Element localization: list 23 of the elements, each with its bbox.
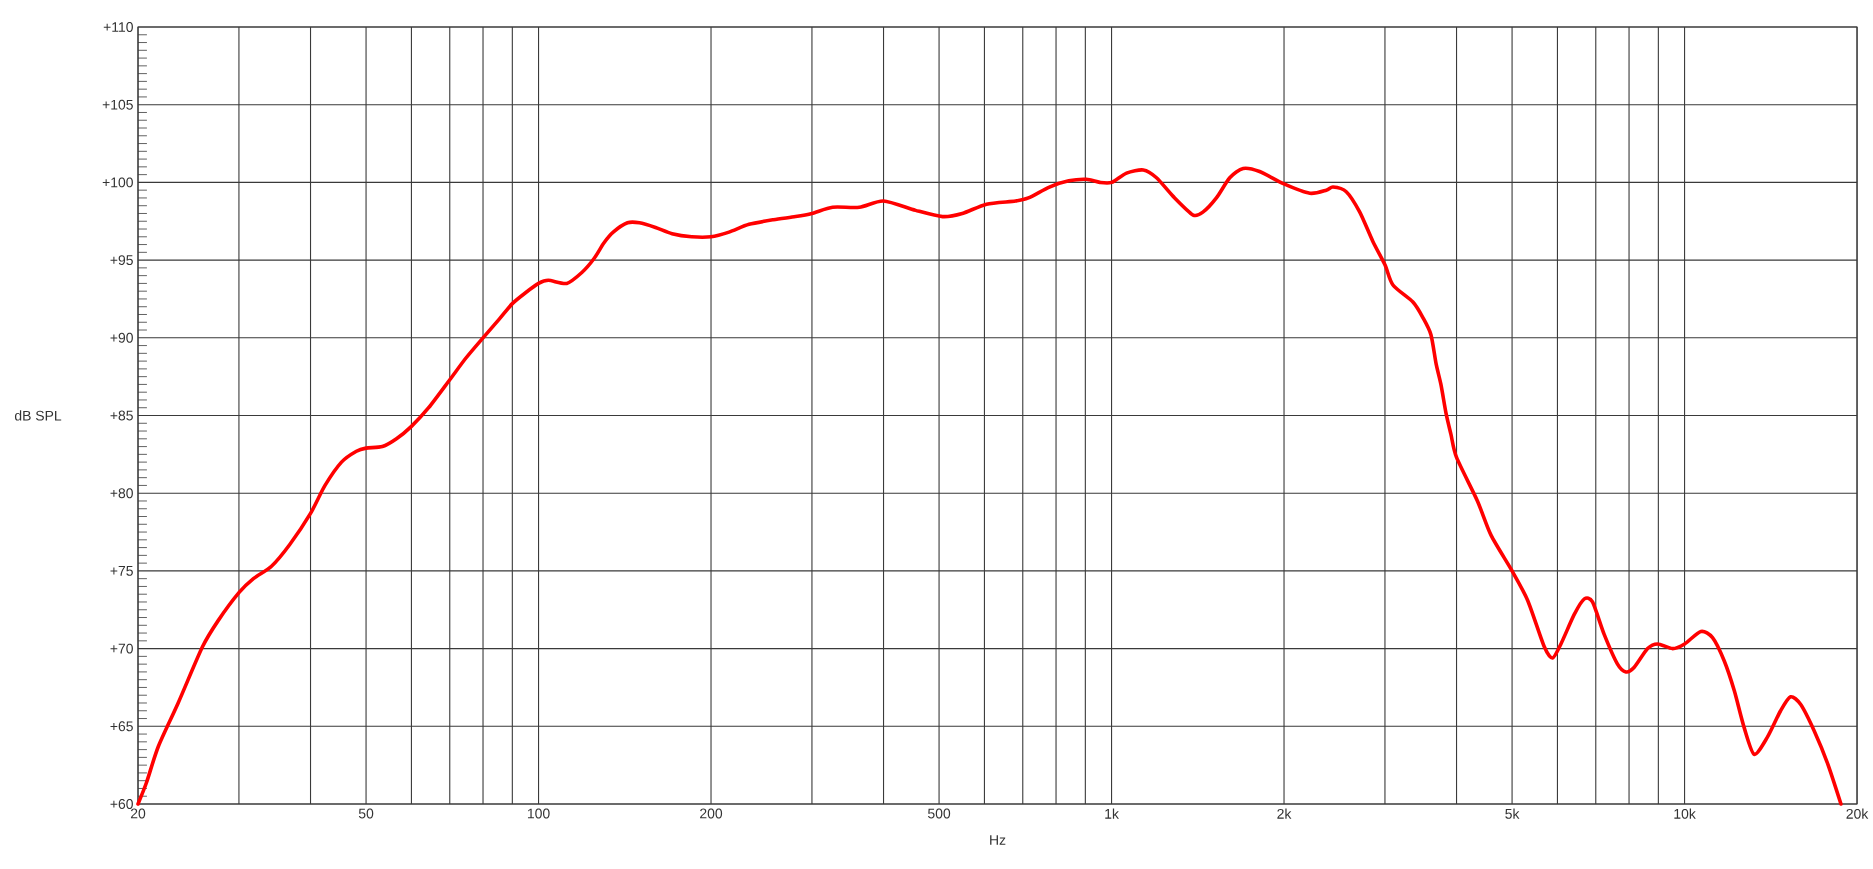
x-axis-title: Hz — [990, 835, 1006, 845]
y-tick-label: +90 — [110, 332, 133, 343]
y-tick-label: +60 — [110, 799, 133, 809]
y-tick-label: +95 — [110, 255, 133, 266]
x-tick-label: 20 — [130, 808, 146, 819]
x-tick-label: 10k — [1674, 808, 1696, 819]
x-tick-label: 500 — [927, 808, 951, 819]
y-tick-label: +80 — [110, 488, 133, 499]
x-tick-label: 100 — [527, 808, 550, 819]
y-tick-label: +75 — [110, 566, 133, 576]
y-tick-label: +70 — [110, 643, 133, 654]
y-tick-label: +100 — [102, 177, 133, 188]
y-tick-label: +110 — [103, 22, 133, 32]
x-tick-label: 20k — [1846, 808, 1869, 819]
y-tick-label: +105 — [102, 99, 133, 110]
x-tick-label: 200 — [700, 808, 723, 819]
y-tick-label: +85 — [110, 410, 133, 421]
x-tick-label: 1k — [1105, 808, 1119, 819]
y-axis-title: dB SPL — [14, 410, 62, 421]
y-tick-label: +65 — [110, 721, 133, 732]
x-tick-label: 5k — [1505, 808, 1520, 819]
x-tick-label: 50 — [358, 808, 374, 819]
x-tick-label: 2k — [1277, 808, 1292, 819]
